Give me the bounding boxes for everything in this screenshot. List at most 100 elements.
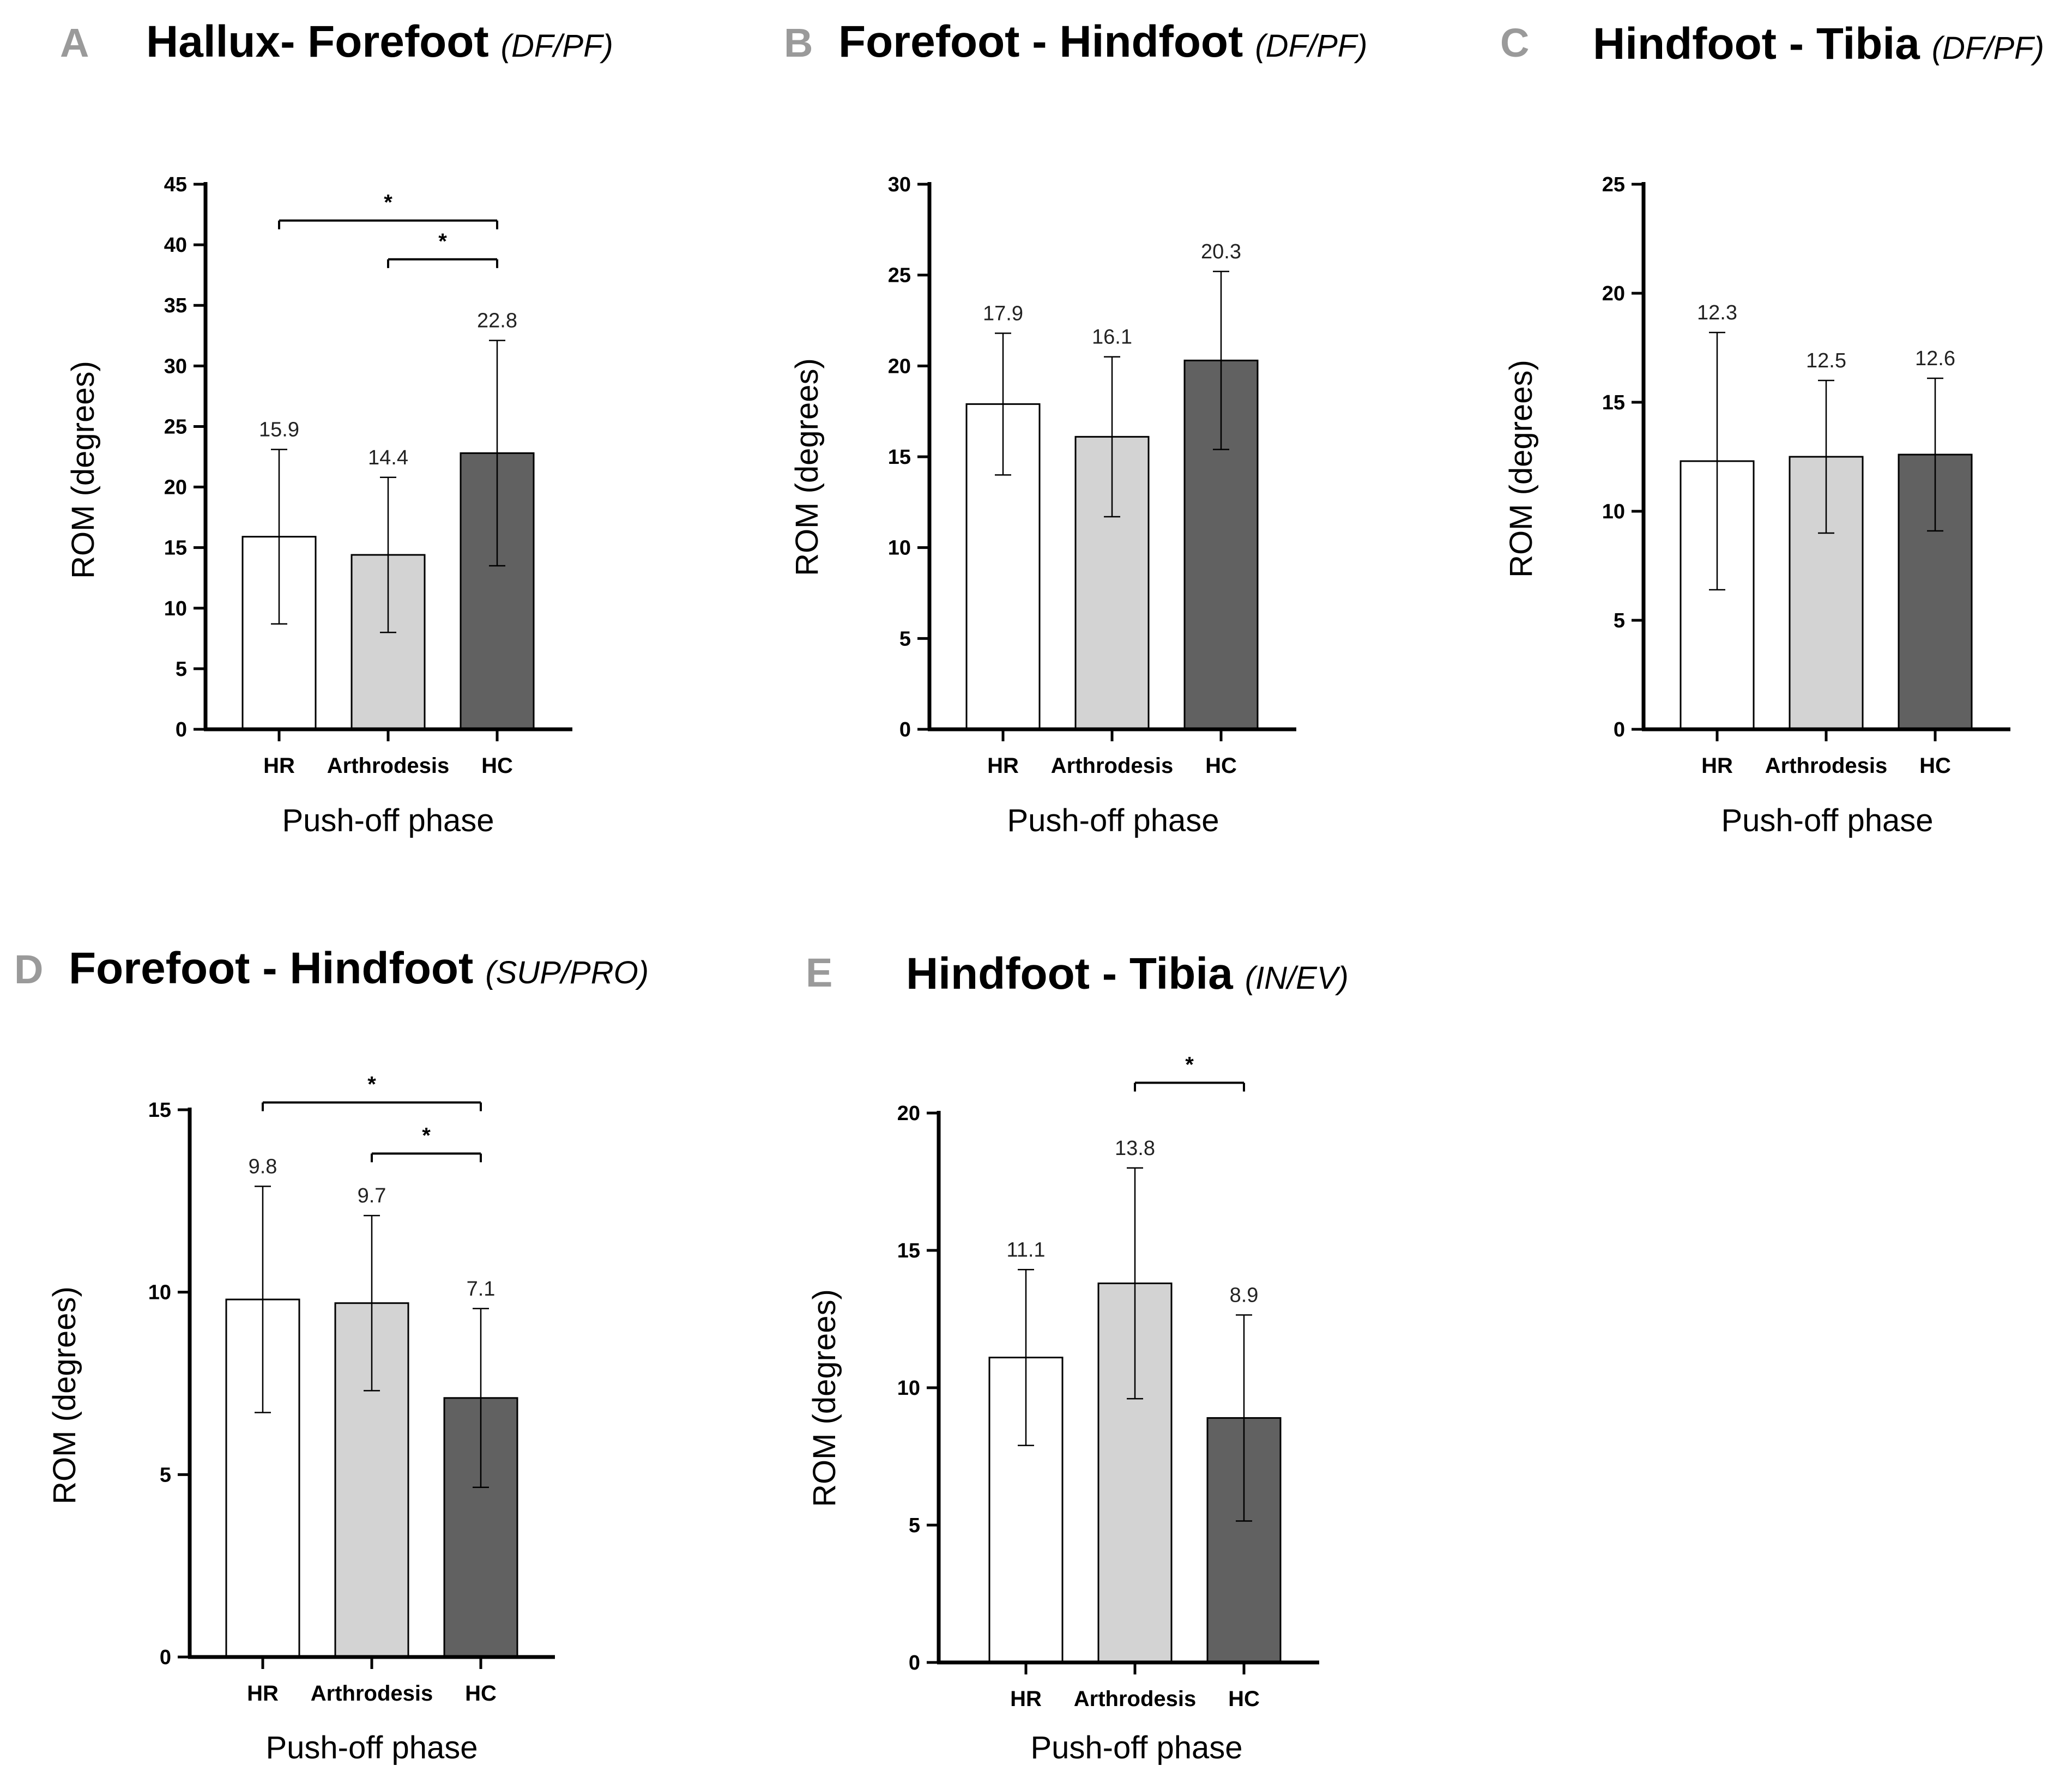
panel-title: Hindfoot - Tibia (DF/PF) bbox=[1593, 19, 2044, 69]
x-tick-label: Arthrodesis bbox=[311, 1682, 433, 1706]
panel-title-main: Hindfoot - Tibia bbox=[1593, 19, 1920, 69]
y-tick-label: 0 bbox=[1614, 718, 1625, 741]
significance-marker: * bbox=[422, 1123, 431, 1147]
x-tick-label: HR bbox=[987, 754, 1019, 778]
y-tick-label: 10 bbox=[1602, 500, 1625, 523]
panel-title: Hindfoot - Tibia (IN/EV) bbox=[906, 949, 1349, 999]
y-tick-label: 15 bbox=[164, 537, 187, 560]
data-label: 12.5 bbox=[1806, 349, 1846, 372]
panel-title-main: Hindfoot - Tibia bbox=[906, 949, 1234, 999]
y-tick-label: 15 bbox=[1602, 391, 1625, 414]
x-tick-label: HC bbox=[1919, 754, 1951, 778]
panel-c: C Hindfoot - Tibia (DF/PF) 12.3 12.5 12.6 0 5… bbox=[1500, 19, 2044, 838]
bar-hr bbox=[225, 1298, 300, 1658]
y-tick-label: 0 bbox=[160, 1646, 171, 1669]
significance-marker: * bbox=[367, 1073, 376, 1097]
significance-marker: * bbox=[438, 229, 447, 253]
panel-letter: E bbox=[806, 950, 832, 995]
panel-title-main: Forefoot - Hindfoot bbox=[69, 944, 473, 993]
data-label: 14.4 bbox=[368, 446, 408, 469]
panel-title-sub: (IN/EV) bbox=[1245, 960, 1349, 996]
y-axis-title: ROM (degrees) bbox=[807, 1289, 842, 1507]
x-axis-title: Push-off phase bbox=[1030, 1730, 1242, 1765]
y-tick-label: 20 bbox=[164, 476, 187, 499]
x-tick-label: Arthrodesis bbox=[1051, 754, 1174, 778]
panel-title-sub: (DF/PF) bbox=[501, 28, 613, 64]
data-label: 9.7 bbox=[358, 1184, 386, 1207]
y-tick-label: 5 bbox=[909, 1514, 920, 1537]
panel-b: B Forefoot - Hindfoot (DF/PF) 17.9 16.1 20.… bbox=[784, 17, 1368, 838]
plot-area: 11.1 13.8 8.9 0 5 10 15 20 HR Arthrodesis HC * bbox=[897, 1053, 1319, 1711]
y-tick-label: 5 bbox=[899, 627, 911, 650]
y-axis-title: ROM (degrees) bbox=[65, 361, 101, 579]
y-tick-label: 20 bbox=[888, 355, 911, 378]
y-tick-label: 5 bbox=[1614, 609, 1625, 632]
data-label: 12.3 bbox=[1697, 301, 1737, 324]
x-tick-label: HR bbox=[1701, 754, 1733, 778]
data-label: 15.9 bbox=[259, 419, 299, 442]
y-tick-label: 0 bbox=[176, 718, 187, 741]
panel-a: A Hallux- Forefoot (DF/PF) 15.9 14.4 22.8 0 5… bbox=[60, 17, 613, 838]
x-axis-title: Push-off phase bbox=[1007, 803, 1219, 838]
panel-title-sub: (SUP/PRO) bbox=[485, 955, 649, 990]
y-tick-label: 25 bbox=[164, 415, 187, 438]
panel-title-main: Hallux- Forefoot bbox=[146, 17, 489, 66]
data-label: 13.8 bbox=[1115, 1137, 1155, 1160]
plot-area: 9.8 9.7 7.1 0 5 10 15 HR Arthrodesis HC * * bbox=[148, 1073, 555, 1706]
y-tick-label: 5 bbox=[176, 658, 187, 681]
y-tick-label: 0 bbox=[909, 1652, 920, 1674]
y-tick-label: 10 bbox=[897, 1377, 920, 1400]
data-label: 17.9 bbox=[983, 302, 1023, 325]
x-tick-label: HC bbox=[1228, 1687, 1260, 1711]
x-tick-label: HC bbox=[1205, 754, 1237, 778]
panel-letter: A bbox=[60, 20, 89, 65]
y-tick-label: 15 bbox=[148, 1099, 171, 1122]
y-tick-label: 10 bbox=[888, 537, 911, 560]
panel-letter: C bbox=[1500, 20, 1529, 65]
plot-area: 12.3 12.5 12.6 0 5 10 15 20 25 HR Arthrodesis HC bbox=[1602, 173, 2010, 778]
y-tick-label: 15 bbox=[888, 446, 911, 469]
y-tick-label: 20 bbox=[897, 1102, 920, 1125]
y-tick-label: 10 bbox=[164, 597, 187, 620]
y-tick-label: 30 bbox=[888, 173, 911, 196]
plot-area: 15.9 14.4 22.8 0 5 10 15 20 25 30 35 40 45 HR Arthrode… bbox=[164, 173, 572, 778]
data-label: 12.6 bbox=[1915, 347, 1955, 370]
x-axis-title: Push-off phase bbox=[282, 803, 494, 838]
x-axis-title: Push-off phase bbox=[1721, 803, 1933, 838]
y-tick-label: 5 bbox=[160, 1464, 171, 1486]
panel-e: E Hindfoot - Tibia (IN/EV) 11.1 13.8 8.9 0 5 1… bbox=[806, 949, 1349, 1765]
panel-title: Forefoot - Hindfoot (DF/PF) bbox=[838, 17, 1368, 66]
plot-area: 17.9 16.1 20.3 0 5 10 15 20 25 30 HR Arthrodesis HC bbox=[888, 173, 1296, 778]
data-label: 11.1 bbox=[1006, 1238, 1045, 1261]
panel-d: D Forefoot - Hindfoot (SUP/PRO) 9.8 9.7 7.1… bbox=[14, 944, 649, 1765]
y-tick-label: 10 bbox=[148, 1281, 171, 1304]
y-tick-label: 25 bbox=[1602, 173, 1625, 196]
x-tick-label: Arthrodesis bbox=[1765, 754, 1888, 778]
y-axis-title: ROM (degrees) bbox=[1503, 360, 1539, 578]
data-label: 16.1 bbox=[1092, 326, 1132, 349]
panel-title-sub: (DF/PF) bbox=[1255, 28, 1367, 64]
x-axis-title: Push-off phase bbox=[265, 1730, 478, 1765]
y-tick-label: 45 bbox=[164, 173, 187, 196]
panel-title: Forefoot - Hindfoot (SUP/PRO) bbox=[69, 944, 649, 993]
y-tick-label: 15 bbox=[897, 1239, 920, 1262]
x-tick-label: HR bbox=[263, 754, 295, 778]
y-axis-title: ROM (degrees) bbox=[789, 358, 825, 576]
x-tick-label: Arthrodesis bbox=[327, 754, 450, 778]
panel-letter: D bbox=[14, 947, 43, 992]
bar-arthrodesis bbox=[1789, 456, 1864, 730]
y-tick-label: 20 bbox=[1602, 282, 1625, 305]
panel-title: Hallux- Forefoot (DF/PF) bbox=[146, 17, 613, 66]
y-tick-label: 40 bbox=[164, 234, 187, 257]
x-tick-label: HR bbox=[247, 1682, 279, 1706]
data-label: 20.3 bbox=[1201, 240, 1241, 263]
significance-marker: * bbox=[1185, 1053, 1194, 1077]
data-label: 9.8 bbox=[249, 1156, 277, 1178]
x-tick-label: HC bbox=[465, 1682, 497, 1706]
y-tick-label: 30 bbox=[164, 355, 187, 378]
y-tick-label: 0 bbox=[899, 718, 911, 741]
data-label: 8.9 bbox=[1230, 1284, 1259, 1307]
panel-title-main: Forefoot - Hindfoot bbox=[838, 17, 1243, 66]
panel-letter: B bbox=[784, 20, 813, 65]
